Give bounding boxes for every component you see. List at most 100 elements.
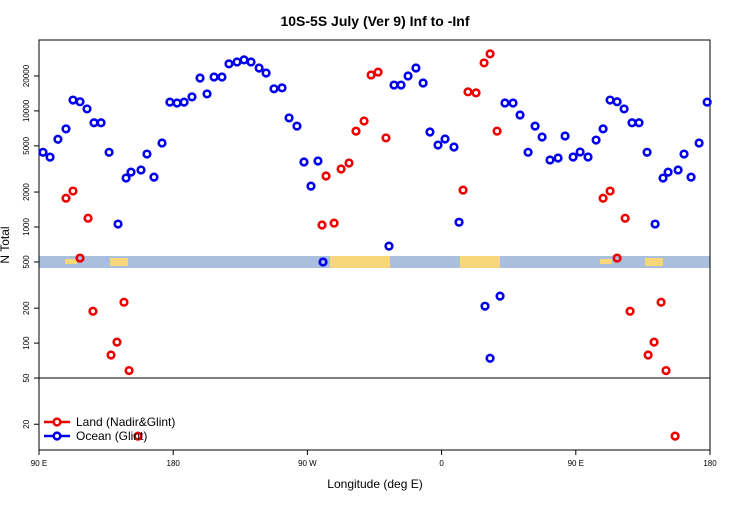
point <box>454 217 464 227</box>
y-tick-label: 1000 <box>22 218 31 236</box>
point <box>133 431 143 441</box>
point <box>480 301 490 311</box>
point <box>121 173 131 183</box>
point <box>61 193 71 203</box>
point <box>124 365 134 376</box>
point <box>254 63 264 73</box>
point <box>612 253 622 263</box>
point <box>591 135 601 145</box>
point <box>515 110 525 120</box>
point <box>45 152 55 162</box>
point <box>583 152 593 162</box>
legend-label: Land (Nadir&Glint) <box>76 415 175 429</box>
x-axis-label: Longitude (deg E) <box>327 477 422 491</box>
point <box>479 58 489 68</box>
point <box>165 97 175 107</box>
point <box>83 213 93 223</box>
legend-marker <box>52 417 62 427</box>
point <box>620 213 630 223</box>
point <box>75 97 85 107</box>
point <box>650 219 660 229</box>
point <box>670 431 680 441</box>
point <box>523 147 533 157</box>
point <box>403 71 413 81</box>
point <box>658 173 668 183</box>
point <box>702 97 712 107</box>
point <box>277 83 287 93</box>
point <box>694 138 704 148</box>
point <box>187 92 197 102</box>
point <box>157 138 167 148</box>
point <box>396 80 406 90</box>
map-land <box>330 256 390 268</box>
map-land <box>460 256 500 268</box>
point <box>449 142 459 152</box>
point <box>366 70 376 80</box>
chart-title: 10S-5S July (Ver 9) Inf to -Inf <box>280 13 469 29</box>
point <box>661 365 671 376</box>
y-tick-label: 100 <box>22 336 31 350</box>
point <box>82 104 92 114</box>
point <box>53 134 63 144</box>
point <box>68 186 78 196</box>
point <box>61 124 71 134</box>
point <box>113 219 123 229</box>
point <box>500 98 510 108</box>
point <box>627 118 637 128</box>
point <box>306 181 316 191</box>
x-tick-label: 180 <box>703 459 717 468</box>
point <box>537 132 547 142</box>
x-tick-label: 90 E <box>31 459 47 468</box>
point <box>530 121 540 131</box>
legend-label: Ocean (Glint) <box>76 429 147 443</box>
y-tick-label: 20000 <box>22 64 31 87</box>
point <box>359 116 369 126</box>
point <box>232 57 242 67</box>
point <box>649 337 659 347</box>
point <box>458 185 468 195</box>
x-tick-label: 180 <box>167 459 181 468</box>
x-tick-label: 90 E <box>568 459 584 468</box>
map-land <box>600 259 612 264</box>
point <box>545 155 555 165</box>
point <box>68 95 78 105</box>
point <box>433 140 443 150</box>
y-tick-label: 5000 <box>22 136 31 154</box>
point <box>318 257 328 267</box>
point <box>625 306 635 316</box>
point <box>485 353 495 363</box>
point <box>344 158 354 168</box>
point <box>96 118 106 128</box>
point <box>425 127 435 137</box>
point <box>38 147 48 157</box>
map-land <box>65 259 77 264</box>
point <box>663 167 673 177</box>
point <box>463 87 473 97</box>
point <box>112 337 122 347</box>
point <box>179 97 189 107</box>
y-tick-label: 10000 <box>22 99 31 122</box>
point <box>605 95 615 105</box>
y-tick-label: 50 <box>22 373 31 382</box>
point <box>656 297 666 307</box>
point <box>142 149 152 159</box>
point <box>560 131 570 141</box>
y-tick-label: 2000 <box>22 183 31 201</box>
point <box>269 84 279 94</box>
point <box>75 253 85 263</box>
point <box>261 68 271 78</box>
point <box>373 67 383 77</box>
point <box>575 147 585 157</box>
point <box>492 126 502 136</box>
point <box>643 350 653 360</box>
point <box>598 193 608 203</box>
plot-frame <box>38 39 711 451</box>
point <box>619 104 629 114</box>
point <box>209 72 219 82</box>
point <box>495 291 505 301</box>
point <box>336 164 346 174</box>
map-land <box>110 258 128 266</box>
x-tick-label: 0 <box>439 459 444 468</box>
y-tick-label: 500 <box>22 255 31 269</box>
